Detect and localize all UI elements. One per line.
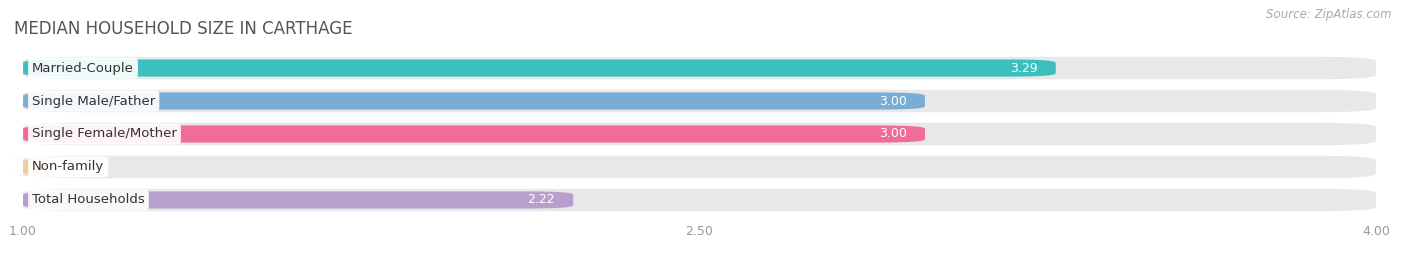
Text: Single Male/Father: Single Male/Father — [32, 95, 155, 107]
FancyBboxPatch shape — [22, 156, 1376, 178]
Text: Total Households: Total Households — [32, 193, 145, 206]
FancyBboxPatch shape — [22, 125, 925, 143]
Text: Single Female/Mother: Single Female/Mother — [32, 128, 177, 140]
Text: 3.00: 3.00 — [879, 95, 907, 107]
Text: MEDIAN HOUSEHOLD SIZE IN CARTHAGE: MEDIAN HOUSEHOLD SIZE IN CARTHAGE — [14, 20, 353, 38]
Text: Source: ZipAtlas.com: Source: ZipAtlas.com — [1267, 8, 1392, 21]
Text: 2.22: 2.22 — [527, 193, 555, 206]
Text: 1.06: 1.06 — [73, 161, 100, 173]
Text: Non-family: Non-family — [32, 161, 104, 173]
FancyBboxPatch shape — [22, 90, 1376, 112]
Text: 3.29: 3.29 — [1010, 62, 1038, 75]
FancyBboxPatch shape — [22, 59, 1056, 77]
Text: 3.00: 3.00 — [879, 128, 907, 140]
FancyBboxPatch shape — [22, 191, 574, 209]
Text: Married-Couple: Married-Couple — [32, 62, 134, 75]
FancyBboxPatch shape — [6, 158, 67, 176]
FancyBboxPatch shape — [22, 92, 925, 110]
FancyBboxPatch shape — [22, 123, 1376, 145]
FancyBboxPatch shape — [22, 189, 1376, 211]
FancyBboxPatch shape — [22, 57, 1376, 79]
